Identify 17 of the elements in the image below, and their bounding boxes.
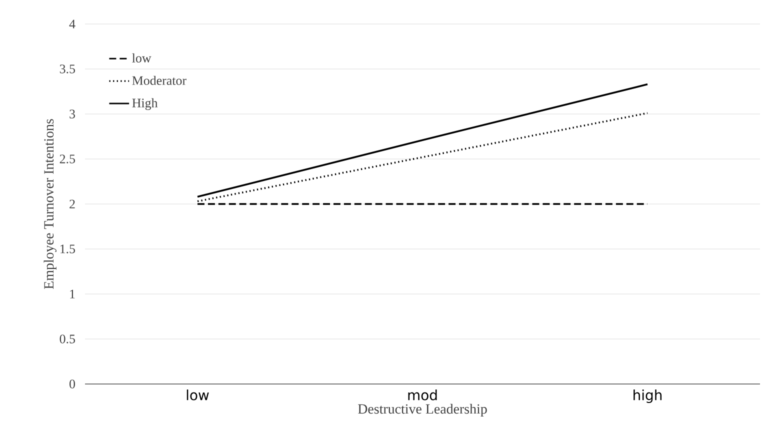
y-tick-label: 2 — [70, 200, 75, 208]
y-tick-label: 3.5 — [60, 64, 75, 74]
legend-label: Moderator — [132, 76, 186, 85]
y-tick-label: 0.5 — [60, 334, 75, 344]
y-tick-label: 0 — [70, 380, 76, 388]
y-tick-label: 2.5 — [60, 154, 75, 164]
y-tick-label: 4 — [69, 20, 76, 28]
y-tick-label: 3 — [70, 110, 75, 118]
x-axis-title: Destructive Leadership — [358, 404, 487, 417]
x-tick-label: high — [634, 390, 662, 404]
x-tick-label: low — [186, 390, 209, 400]
y-tick-label: 1.5 — [60, 244, 75, 254]
x-tick-label: mod — [408, 390, 437, 400]
legend-label: High — [132, 98, 158, 110]
y-tick-label: 1 — [70, 290, 75, 298]
y-axis-title: Employee Turnover Intentions — [44, 119, 56, 289]
legend-label: low — [132, 53, 152, 62]
